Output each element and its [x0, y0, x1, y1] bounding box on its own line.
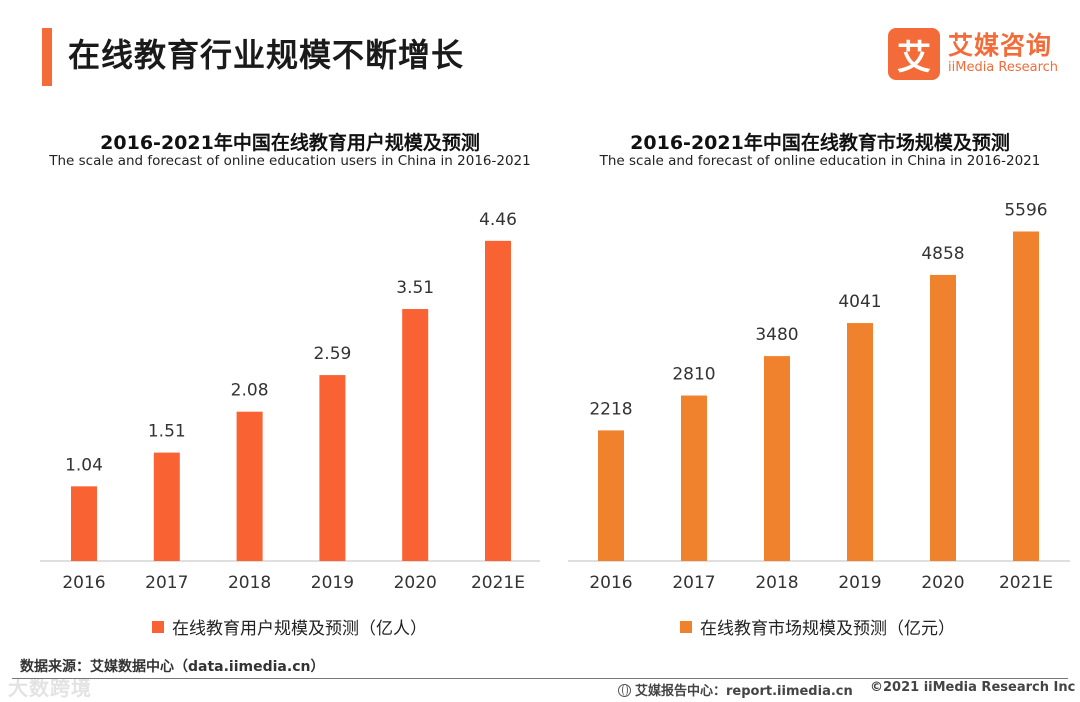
- market-value-label: 2810: [672, 365, 715, 385]
- users-bar-2016: [71, 486, 97, 561]
- data-source: 数据来源：艾媒数据中心（data.iimedia.cn）: [20, 659, 325, 675]
- market-tick-label: 2018: [755, 573, 798, 593]
- logo-chinese-name: 艾媒咨询: [948, 31, 1053, 60]
- market-legend: 在线教育市场规模及预测（亿元）: [680, 614, 955, 639]
- market-bar-2021E: [1013, 231, 1039, 561]
- users-value-label: 3.51: [396, 278, 434, 298]
- page-title: 在线教育行业规模不断增长: [68, 36, 465, 74]
- market-bar-2020: [930, 274, 956, 561]
- users-value-label: 2.08: [231, 381, 269, 401]
- market-bar-2019: [847, 323, 873, 561]
- users-bar-2021E: [485, 240, 511, 561]
- users-tick-label: 2021E: [471, 573, 525, 593]
- footer-divider: [12, 678, 1068, 679]
- users-tick-label: 2019: [311, 573, 354, 593]
- users-bar-2020: [402, 309, 429, 561]
- market-bar-2018: [764, 356, 790, 561]
- users-value-label: 4.46: [479, 210, 517, 230]
- title-accent-bar: [42, 28, 52, 86]
- footer-copyright: ©2021 iiMedia Research Inc: [870, 680, 1076, 695]
- market-tick-label: 2016: [589, 573, 632, 593]
- market-value-label: 4041: [838, 292, 881, 312]
- market-chart-title: 2016-2021年中国在线教育市场规模及预测: [630, 132, 1010, 154]
- market-value-label: 5596: [1004, 200, 1047, 220]
- globe-icon: [618, 684, 631, 697]
- users-value-label: 2.59: [313, 344, 351, 364]
- users-chart-title: 2016-2021年中国在线教育用户规模及预测: [100, 132, 480, 154]
- market-value-label: 3480: [755, 325, 798, 345]
- users-value-label: 1.04: [65, 455, 103, 475]
- users-tick-label: 2018: [228, 573, 271, 593]
- iimedia-logo: 艾 艾媒咨询 iiMedia Research: [888, 28, 1058, 80]
- users-tick-label: 2020: [394, 573, 437, 593]
- market-legend-swatch: [680, 620, 692, 633]
- footer-report-center-text: 艾媒报告中心：report.iimedia.cn: [635, 684, 853, 699]
- users-chart-subtitle: The scale and forecast of online educati…: [49, 153, 531, 169]
- users-legend-label: 在线教育用户规模及预测（亿人）: [172, 619, 427, 639]
- footer-report-center[interactable]: 艾媒报告中心：report.iimedia.cn: [618, 680, 853, 699]
- market-value-label: 2218: [589, 399, 632, 419]
- market-tick-label: 2020: [921, 573, 964, 593]
- market-tick-label: 2019: [838, 573, 881, 593]
- users-legend: 在线教育用户规模及预测（亿人）: [152, 614, 427, 639]
- market-bar-2016: [598, 430, 624, 561]
- watermark: 大数跨境: [8, 676, 92, 700]
- users-legend-swatch: [152, 620, 164, 633]
- users-value-label: 1.51: [148, 422, 186, 442]
- users-tick-label: 2016: [62, 573, 105, 593]
- logo-mark-icon: 艾: [888, 28, 940, 80]
- users-bar-2019: [319, 375, 346, 561]
- market-legend-label: 在线教育市场规模及预测（亿元）: [700, 619, 955, 639]
- market-tick-label: 2021E: [999, 573, 1053, 593]
- logo-english-name: iiMedia Research: [948, 60, 1059, 75]
- market-chart-subtitle: The scale and forecast of online educati…: [599, 153, 1041, 169]
- users-tick-label: 2017: [145, 573, 188, 593]
- users-bar-chart: 1.04 2016 1.51 2017 2.08 2018 2.59 2019 3.51 2020…: [40, 210, 540, 593]
- market-tick-label: 2017: [672, 573, 715, 593]
- market-bar-2017: [681, 395, 707, 561]
- market-value-label: 4858: [921, 244, 964, 264]
- users-bar-2018: [236, 411, 263, 561]
- market-bar-chart: 2218 2016 2810 2017 3480 2018 4041 2019 4858 2020…: [568, 200, 1070, 593]
- users-bar-2017: [153, 452, 180, 561]
